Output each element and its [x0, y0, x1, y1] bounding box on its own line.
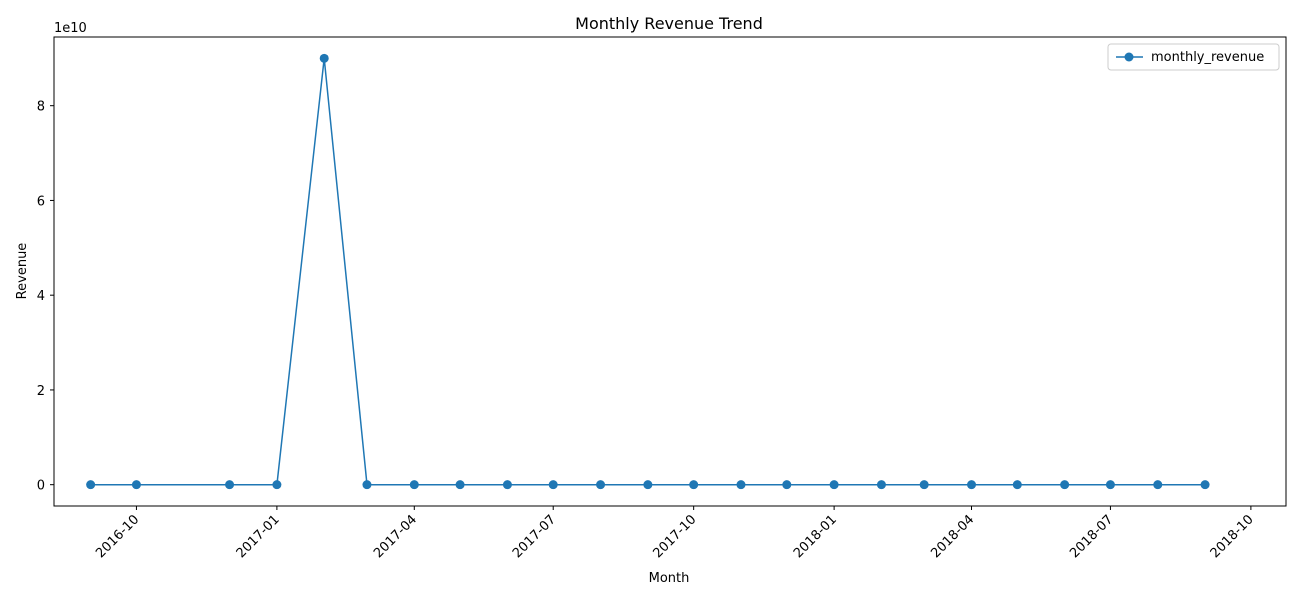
data-point	[876, 480, 886, 490]
x-axis: 2016-10 2017-01 2017-04 2017-07 2017-10 2018-…	[93, 506, 1257, 561]
y-axis: 0 2 4 6 8	[37, 100, 54, 494]
x-tick-label: 2018-07	[1067, 512, 1116, 561]
data-point	[967, 480, 977, 490]
legend-box	[1107, 43, 1280, 71]
x-tick-label: 2017-01	[234, 512, 283, 561]
data-point	[362, 480, 372, 490]
data-point	[829, 480, 839, 490]
y-tick-label: 6	[37, 194, 45, 209]
series-line	[90, 58, 1206, 486]
series-layer	[86, 53, 1210, 490]
data-point	[548, 480, 558, 490]
x-tick-label: 2018-10	[1208, 512, 1257, 561]
data-point	[643, 480, 653, 490]
data-point	[596, 480, 606, 490]
data-point	[689, 480, 699, 490]
x-tick-label: 2018-01	[791, 512, 840, 561]
x-tick-label: 2017-04	[371, 512, 420, 561]
y-tick-label: 8	[37, 100, 45, 115]
data-point	[409, 480, 419, 490]
data-point	[319, 53, 329, 63]
data-point	[272, 480, 282, 490]
chart-title: Monthly Revenue Trend	[575, 14, 763, 33]
plot-frame	[53, 36, 1287, 507]
data-point	[1200, 480, 1210, 490]
y-tick-label: 4	[37, 289, 45, 304]
x-tick-label: 2016-10	[93, 512, 142, 561]
legend: monthly_revenue	[1107, 43, 1280, 71]
x-tick-label: 2017-07	[510, 512, 559, 561]
data-point	[1012, 480, 1022, 490]
data-point	[225, 480, 235, 490]
data-point	[782, 480, 792, 490]
x-axis-label: Month	[649, 571, 690, 586]
data-point	[736, 480, 746, 490]
data-point	[131, 480, 141, 490]
legend-label: monthly_revenue	[1151, 50, 1264, 65]
data-point	[455, 480, 465, 490]
y-offset-label: 1e10	[54, 21, 87, 36]
data-point	[502, 480, 512, 490]
data-point	[86, 480, 96, 490]
data-point	[1105, 480, 1115, 490]
y-tick-label: 2	[37, 384, 45, 399]
data-point	[1060, 480, 1070, 490]
x-tick-label: 2017-10	[650, 512, 699, 561]
y-tick-label: 0	[37, 479, 45, 494]
legend-marker-icon	[1124, 52, 1134, 62]
data-point	[919, 480, 929, 490]
x-tick-label: 2018-04	[928, 512, 977, 561]
y-axis-label: Revenue	[15, 243, 30, 300]
data-point	[1153, 480, 1163, 490]
